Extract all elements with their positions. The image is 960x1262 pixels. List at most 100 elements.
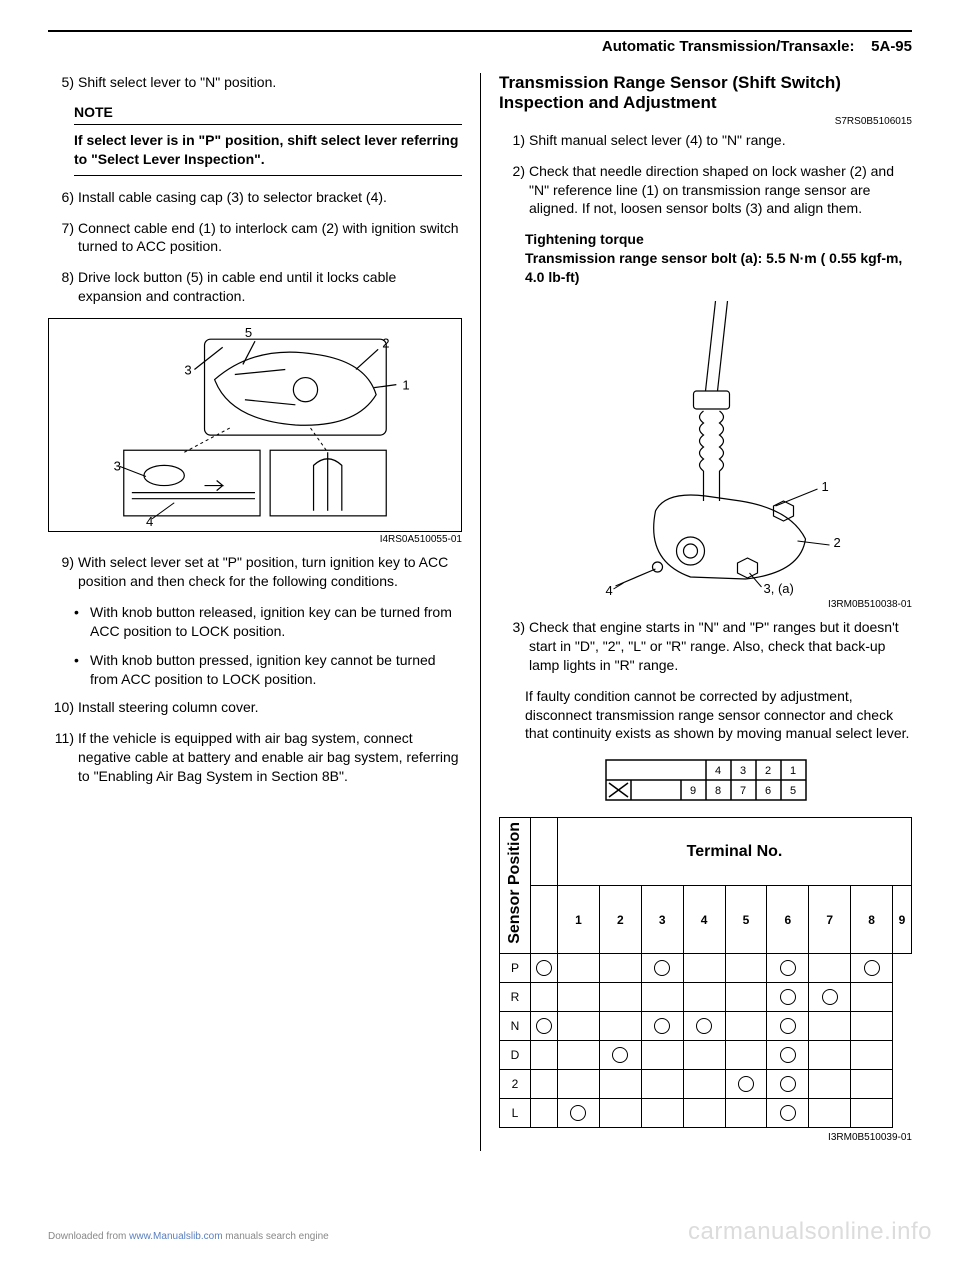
torque-spec: Tightening torque Transmission range sen… (525, 230, 912, 287)
step-10: 10) Install steering column cover. (48, 698, 462, 717)
fig-label-3b: 3 (114, 459, 121, 474)
table-cell (809, 1041, 851, 1070)
step-text: Install steering column cover. (78, 698, 462, 717)
conn-num: 5 (789, 785, 795, 797)
table-cell (683, 1070, 725, 1099)
fig-label-2: 2 (834, 535, 841, 550)
fig-label-1: 1 (822, 479, 829, 494)
section-title-line2: Inspection and Adjustment (499, 93, 717, 112)
footer-post: manuals search engine (223, 1231, 329, 1242)
table-cell (641, 954, 683, 983)
table-cell (809, 1099, 851, 1128)
table-cell (558, 1070, 600, 1099)
table-cell (683, 954, 725, 983)
table-cell (531, 1041, 558, 1070)
table-cell (599, 954, 641, 983)
step-text: Shift manual select lever (4) to "N" ran… (529, 131, 912, 150)
table-cell (767, 1041, 809, 1070)
step-r3-text: Check that engine starts in "N" and "P" … (529, 619, 899, 673)
figure-svg: 1 2 3, (a) 4 (499, 301, 912, 597)
table-cell (683, 1012, 725, 1041)
conn-num: 2 (764, 765, 770, 777)
continuity-mark (612, 1047, 628, 1063)
continuity-mark (536, 960, 552, 976)
header-title: Automatic Transmission/Transaxle: (602, 38, 855, 55)
step-text: Install cable casing cap (3) to selector… (78, 188, 462, 207)
table-cell (683, 1041, 725, 1070)
table-col-header: 5 (725, 886, 767, 954)
step-number: 1) (499, 131, 529, 150)
table-code: I3RM0B510039-01 (499, 1132, 912, 1143)
conn-num: 6 (764, 785, 770, 797)
section-title-line1: Transmission Range Sensor (Shift Switch) (499, 73, 841, 92)
table-col-header: 8 (851, 886, 893, 954)
table-cell (851, 1012, 893, 1041)
table-cell (683, 983, 725, 1012)
header-page: 5A-95 (871, 38, 912, 55)
table-cell (809, 954, 851, 983)
continuity-mark (654, 960, 670, 976)
header-rule (48, 30, 912, 32)
table-cell (851, 1099, 893, 1128)
step-text: Check that engine starts in "N" and "P" … (529, 618, 912, 675)
table-cell (767, 983, 809, 1012)
page-footer: Downloaded from www.Manualslib.com manua… (48, 1231, 912, 1242)
step-text: Drive lock button (5) in cable end until… (78, 268, 462, 306)
torque-body: Transmission range sensor bolt (a): 5.5 … (525, 249, 912, 287)
table-cell (599, 1041, 641, 1070)
step-6: 6) Install cable casing cap (3) to selec… (48, 188, 462, 207)
table-cell (725, 1099, 767, 1128)
bullet-2: • With knob button pressed, ignition key… (74, 651, 462, 689)
table-cell (851, 954, 893, 983)
conn-num: 4 (714, 765, 720, 777)
table-cell (531, 1012, 558, 1041)
step-r1: 1) Shift manual select lever (4) to "N" … (499, 131, 912, 150)
table-cell (725, 983, 767, 1012)
footer-pre: Downloaded from (48, 1231, 129, 1242)
table-cell (641, 983, 683, 1012)
table-cell (725, 954, 767, 983)
step-number: 11) (48, 729, 78, 786)
torque-title: Tightening torque (525, 230, 912, 249)
table-cell (767, 1012, 809, 1041)
table-cell (558, 1099, 600, 1128)
figure-code: I3RM0B510038-01 (499, 599, 912, 610)
table-cell (531, 1099, 558, 1128)
continuity-mark (536, 1018, 552, 1034)
step-r3-para: If faulty condition cannot be corrected … (525, 687, 912, 744)
step-text: If the vehicle is equipped with air bag … (78, 729, 462, 786)
table-cell (558, 1012, 600, 1041)
note-title: NOTE (74, 104, 462, 120)
footer-link[interactable]: www.Manualslib.com (129, 1231, 222, 1242)
figure-selector-bracket: 3 5 2 1 (48, 318, 462, 532)
continuity-mark (780, 1018, 796, 1034)
continuity-mark (822, 989, 838, 1005)
bullet-text: With knob button released, ignition key … (90, 603, 462, 641)
conn-num: 3 (739, 765, 745, 777)
content-columns: 5) Shift select lever to "N" position. N… (48, 73, 912, 1151)
table-cell (809, 983, 851, 1012)
table-cell (599, 983, 641, 1012)
table-row-label: D (500, 1041, 531, 1070)
step-number: 3) (499, 618, 529, 675)
table-cell (531, 954, 558, 983)
fig-label-2: 2 (382, 335, 389, 350)
step-r3: 3) Check that engine starts in "N" and "… (499, 618, 912, 675)
step-number: 10) (48, 698, 78, 717)
table-cell (641, 1012, 683, 1041)
step-number: 7) (48, 219, 78, 257)
page: Automatic Transmission/Transaxle: 5A-95 … (0, 0, 960, 1262)
table-row-label: N (500, 1012, 531, 1041)
table-side-title: Sensor Position (506, 818, 524, 948)
step-text: Check that needle direction shaped on lo… (529, 162, 912, 219)
step-text: With select lever set at "P" position, t… (78, 553, 462, 591)
table-row-label: L (500, 1099, 531, 1128)
step-number: 5) (48, 73, 78, 92)
table-cell (725, 1041, 767, 1070)
continuity-mark (738, 1076, 754, 1092)
table-cell (558, 983, 600, 1012)
table-cell (767, 1070, 809, 1099)
fig-label-4: 4 (606, 583, 613, 597)
step-text: Connect cable end (1) to interlock cam (… (78, 219, 462, 257)
conn-num: 8 (714, 785, 720, 797)
